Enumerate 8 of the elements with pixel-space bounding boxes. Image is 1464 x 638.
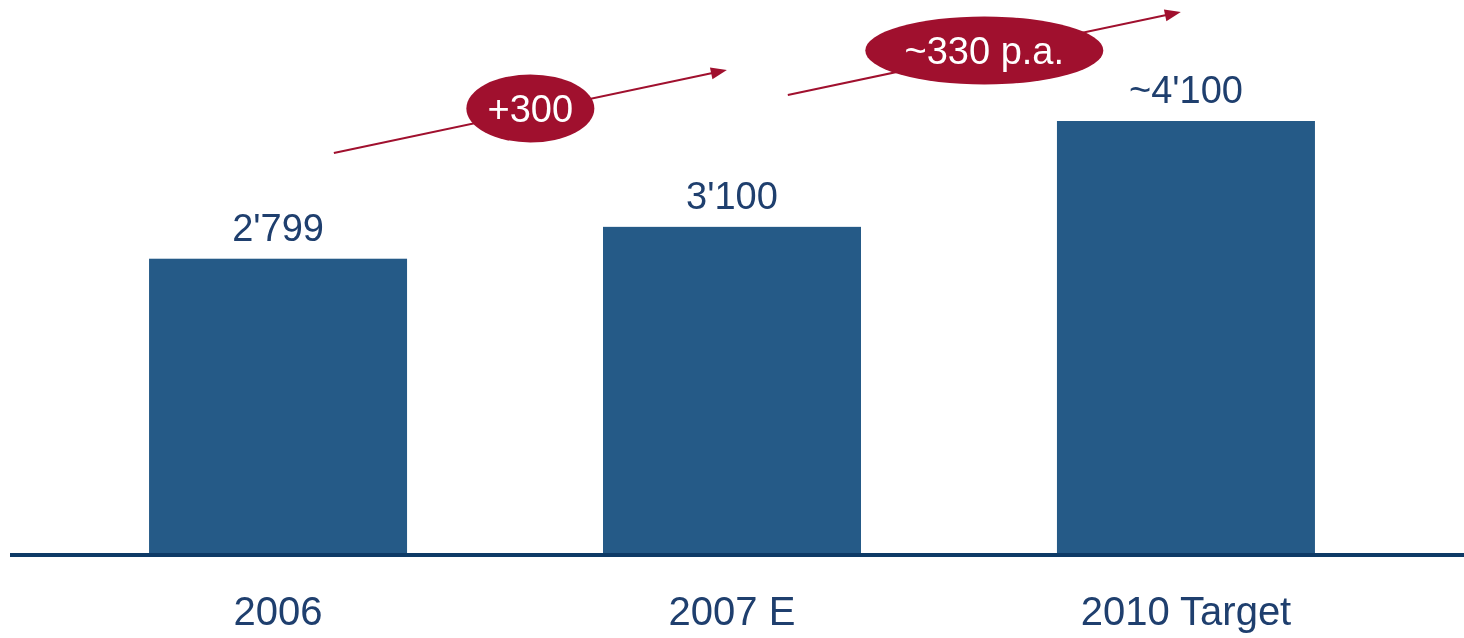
text: ~330 p.a. <box>904 29 1065 72</box>
data-label: 2'799 <box>232 206 324 249</box>
x-tick-label: 2006 <box>233 589 323 633</box>
data-label: ~4'100 <box>1128 69 1243 111</box>
data-label: 3'100 <box>686 174 778 217</box>
annotation: +300 <box>487 87 574 130</box>
x-tick-label: 2010 Target <box>1080 589 1292 633</box>
x-tick-label: 2007 E <box>668 589 796 633</box>
